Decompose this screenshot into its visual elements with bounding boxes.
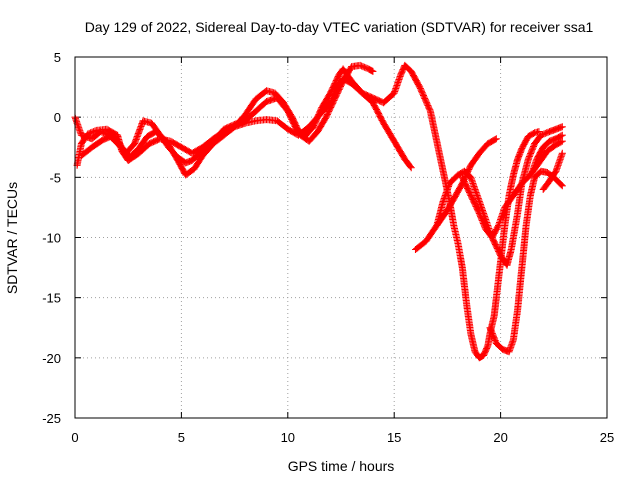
y-tick-label: 5	[54, 50, 61, 65]
series-track-i	[539, 149, 566, 193]
x-tick-label: 5	[178, 430, 185, 445]
plot-frame	[74, 56, 608, 419]
data-markers	[71, 61, 566, 362]
x-tick-label: 0	[71, 430, 78, 445]
y-tick-label: 0	[54, 110, 61, 125]
y-tick-label: -15	[42, 291, 61, 306]
y-tick-label: -5	[49, 170, 61, 185]
y-tick-label: -10	[42, 231, 61, 246]
data-point-markers	[529, 131, 566, 175]
y-tick-label: -20	[42, 351, 61, 366]
y-tick-label: -25	[42, 411, 61, 426]
data-point-markers	[539, 149, 566, 193]
series-track-g	[486, 167, 566, 356]
x-axis-label: GPS time / hours	[288, 458, 395, 474]
x-tick-label: 10	[281, 430, 295, 445]
chart-title: Day 129 of 2022, Sidereal Day-to-day VTE…	[85, 19, 594, 35]
data-point-markers	[486, 167, 566, 356]
series-track-h	[529, 131, 566, 175]
data-point-markers	[433, 135, 500, 229]
series-track-e	[433, 135, 500, 229]
x-tick-label: 15	[387, 430, 401, 445]
x-tick-label: 20	[493, 430, 507, 445]
x-tick-label: 25	[600, 430, 614, 445]
y-axis-label: SDTVAR / TECUs	[4, 182, 20, 294]
